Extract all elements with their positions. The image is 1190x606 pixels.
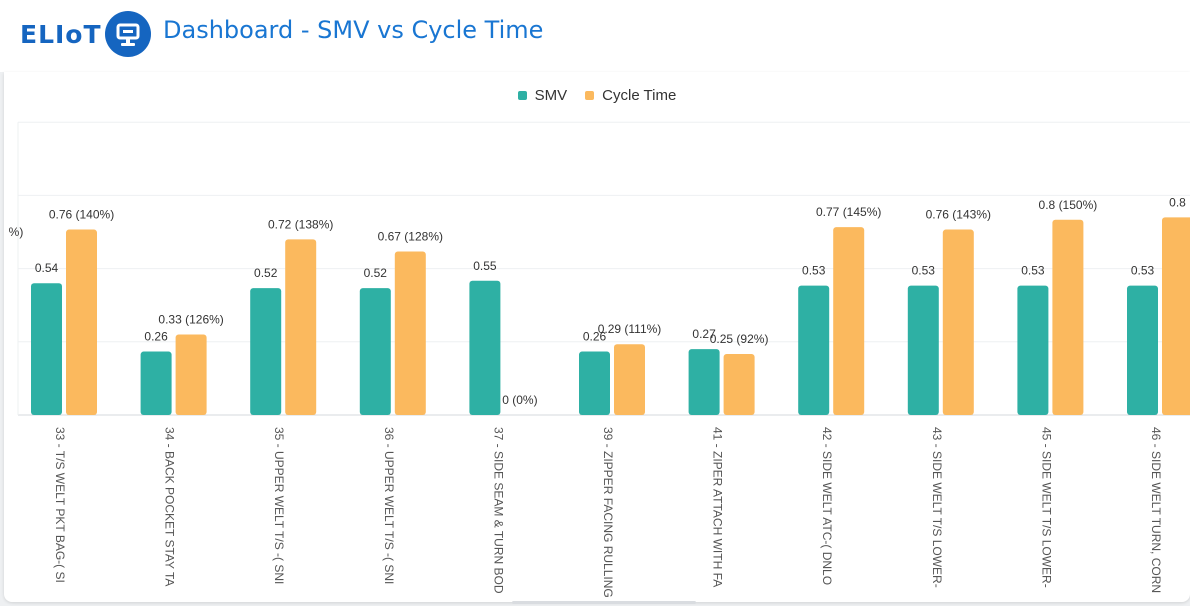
data-label-smv: 0.53 [1131,264,1155,278]
legend-label-smv: SMV [534,86,568,104]
data-label-smv: 0.52 [254,266,278,280]
data-label-cycle-time: 0.25 (92%) [710,332,769,346]
bar-cycle-time[interactable] [942,229,974,415]
x-tick-label: 36 - UPPER WELT T/S -( SNI [382,427,396,584]
machine-icon [116,23,140,46]
bar-cycle-time[interactable] [285,239,317,415]
data-label-cycle-time: 0.29 (111%) [598,322,662,336]
header: ELIoT Dashboard - SMV vs Cycle Time [0,0,1190,72]
x-tick-label: 39 - ZIPPER FACING RULLING [601,427,615,598]
x-tick-label: 46 - SIDE WELT TURN, CORN [1149,427,1163,593]
brand[interactable]: ELIoT [20,11,151,57]
bar-smv[interactable] [359,288,391,415]
x-tick-label: 43 - SIDE WELT T/S LOWER- [930,427,944,588]
bar-cycle-time[interactable] [1052,219,1084,415]
bar-smv[interactable] [907,285,939,415]
data-label-cycle-time: 0.67 (128%) [378,230,443,244]
data-label-smv: 0.26 [144,330,168,344]
x-tick-label: 37 - SIDE SEAM & TURN BOD [491,427,505,594]
legend-swatch-cycle-time [585,90,595,100]
data-label-smv: 0.53 [912,264,936,278]
data-label-cycle-time: 0.76 (140%) [49,208,114,222]
bar-smv[interactable] [1017,285,1049,415]
legend-item-cycle-time[interactable]: Cycle Time [585,87,676,104]
bar-cycle-time[interactable] [66,229,97,415]
data-label-cycle-time: 0.8 [1169,195,1186,209]
eliot-logo-icon [104,11,151,57]
data-label-cycle-time: 0.77 (145%) [816,205,881,219]
data-label-smv: 0.26 [583,330,607,344]
bar-chart: 0.54 0.76 (140%) 33 - T/S WELT PKT BAG-( S… [9,121,1190,598]
bar-smv[interactable] [250,288,282,415]
data-label-cycle-time: 0.33 (126%) [158,312,223,326]
legend-item-smv[interactable]: SMV [517,86,568,104]
bar-cycle-time[interactable] [175,334,207,415]
bar-smv[interactable] [798,285,830,415]
bar-smv[interactable] [469,280,501,415]
brand-name: ELIoT [20,19,102,49]
bar-smv[interactable] [579,351,610,415]
bar-cycle-time[interactable] [723,354,755,415]
data-label-smv: 0.27 [692,327,716,341]
chart-legend: SMV Cycle Time [4,85,1190,105]
bar-cycle-time[interactable] [614,344,645,415]
bar-smv[interactable] [1127,285,1158,415]
bar-smv[interactable] [688,349,720,415]
x-tick-label: 34 - BACK POCKET STAY TA [163,427,177,586]
clipped-data-label: %) [9,225,24,239]
legend-label-cycle-time: Cycle Time [602,86,677,104]
data-label-smv: 0.55 [473,259,497,273]
x-tick-label: 45 - SIDE WELT T/S LOWER- [1039,427,1053,588]
horizontal-scrollbar[interactable] [512,601,696,604]
data-label-smv: 0.53 [1021,264,1045,278]
data-label-smv: 0.52 [364,266,388,280]
data-label-cycle-time: 0.76 (143%) [926,208,991,222]
bar-cycle-time[interactable] [1162,217,1190,415]
chart-card: SMV Cycle Time 0.54 0.76 (140%) 33 - T/S W… [4,72,1190,602]
data-label-smv: 0.54 [35,261,59,275]
bar-smv[interactable] [140,351,172,415]
bar-cycle-time[interactable] [833,227,865,415]
page-title: Dashboard - SMV vs Cycle Time [163,16,544,44]
x-tick-label: 33 - T/S WELT PKT BAG-( SI [53,427,67,583]
data-label-cycle-time: 0.72 (138%) [268,217,333,231]
legend-swatch-smv [517,90,527,100]
data-label-smv: 0.53 [802,264,826,278]
x-tick-label: 42 - SIDE WELT ATC-( DNLO [820,427,834,585]
bar-smv[interactable] [31,283,62,415]
x-tick-label: 35 - UPPER WELT T/S -( SNI [272,427,286,584]
data-label-cycle-time: 0.8 (150%) [1039,198,1098,212]
data-label-cycle-time: 0 (0%) [502,393,537,407]
bar-cycle-time[interactable] [394,251,426,415]
x-tick-label: 41 - ZIPER ATTACH WITH FA [711,427,725,587]
